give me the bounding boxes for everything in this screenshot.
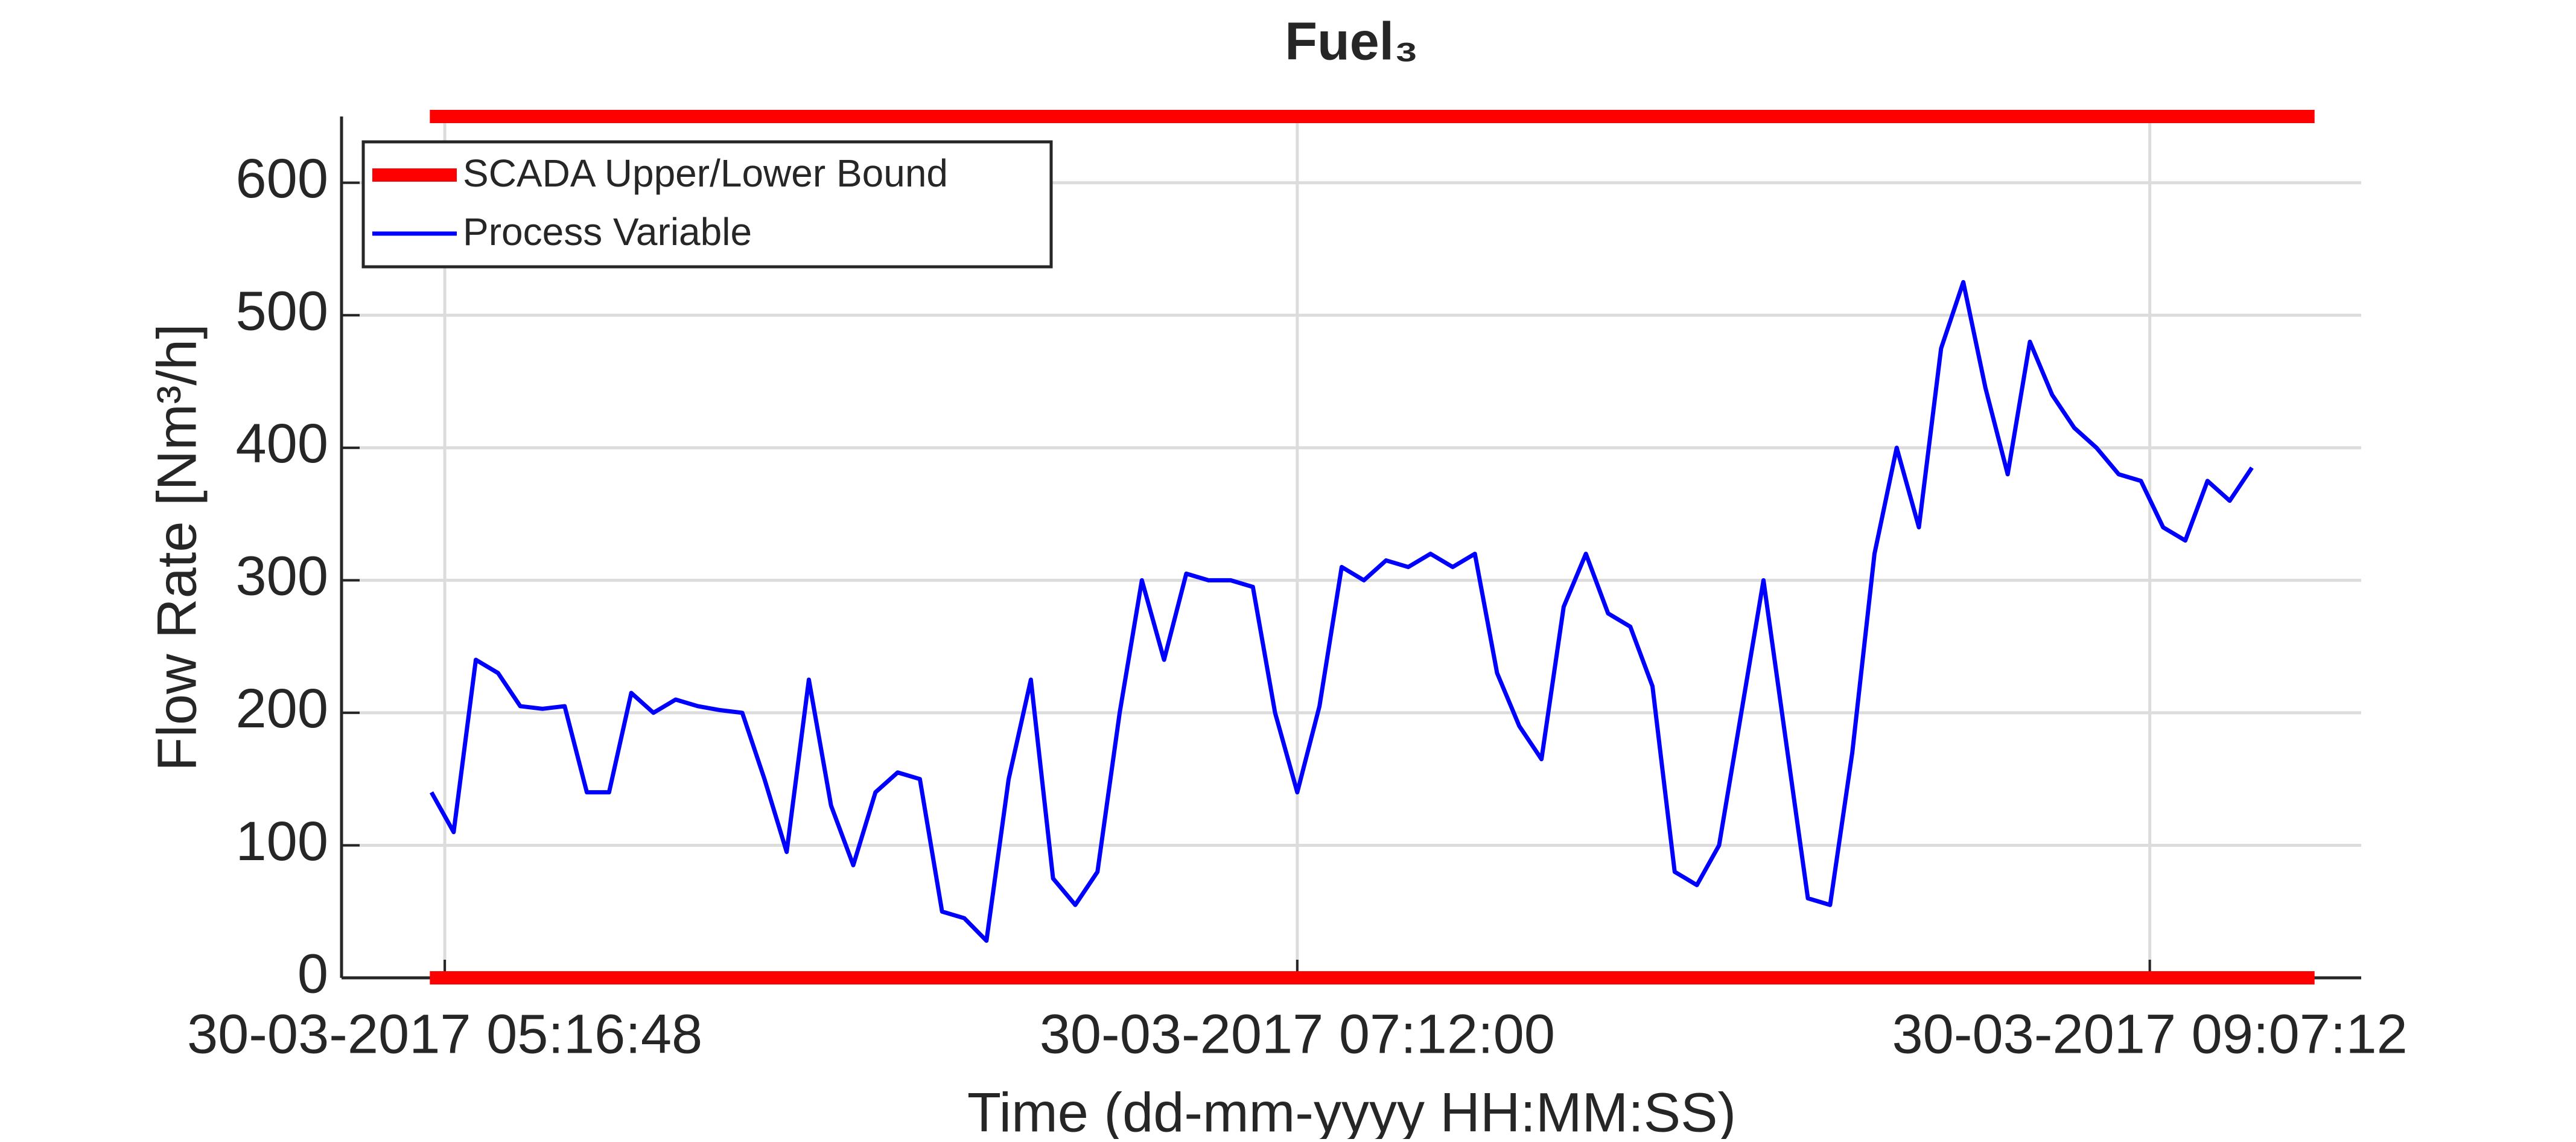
- y-tick-label: 500: [236, 281, 329, 342]
- legend-box: [361, 140, 1053, 269]
- chart-title: Fuel₃: [1285, 11, 1419, 71]
- x-axis-label: Time (dd-mm-yyyy HH:MM:SS): [967, 1082, 1736, 1139]
- y-tick-label: 300: [236, 546, 329, 607]
- y-tick-label: 100: [236, 811, 329, 872]
- y-tick-label: 400: [236, 413, 329, 474]
- x-tick-label: 30-03-2017 05:16:48: [187, 1003, 702, 1065]
- x-tick-label: 30-03-2017 07:12:00: [1040, 1003, 1555, 1065]
- data-line: [429, 279, 2254, 943]
- x-tick-label: 30-03-2017 09:07:12: [1892, 1003, 2408, 1065]
- y-tick-label: 200: [236, 678, 329, 739]
- y-axis-label: Flow Rate [Nm³/h]: [146, 324, 208, 771]
- y-tick-label: 600: [236, 148, 329, 209]
- y-tick-label: 0: [297, 943, 328, 1004]
- legend-label: SCADA Upper/Lower Bound: [463, 152, 948, 195]
- legend-label: Process Variable: [463, 210, 752, 254]
